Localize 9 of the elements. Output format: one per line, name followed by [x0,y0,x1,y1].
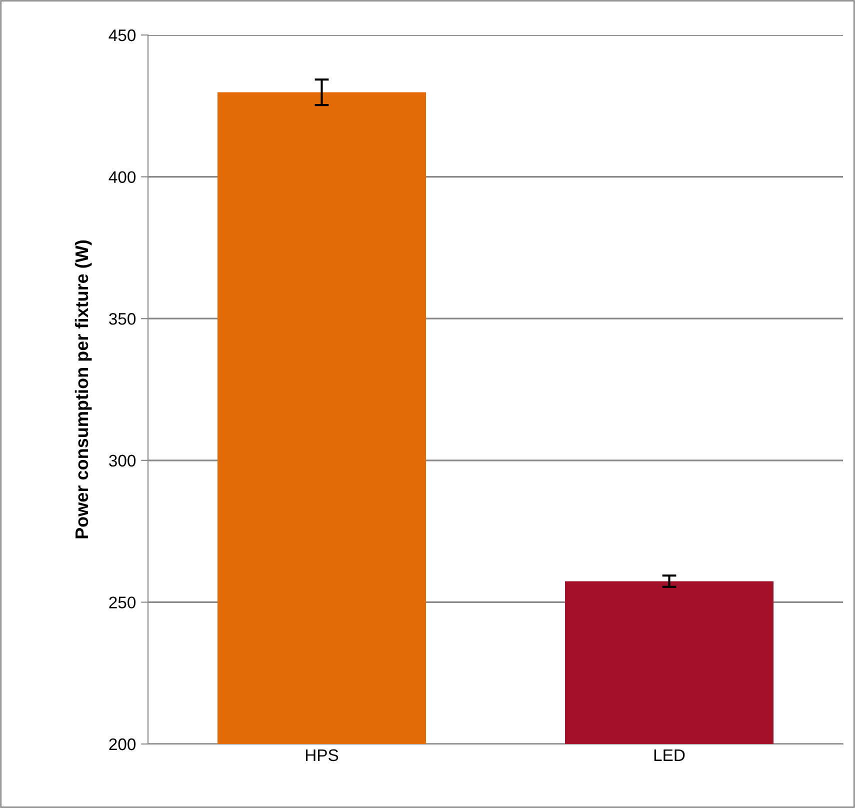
y-tick-label: 350 [109,313,136,325]
y-tick-label: 300 [109,454,136,467]
y-tick-label: 450 [108,29,136,42]
y-axis-title: Power consumption per fixture (W) [74,240,92,538]
x-tick-label: HPS [306,749,338,762]
y-tick-label: 400 [108,171,136,184]
y-tick-label: 200 [109,738,136,750]
y-tick-label: 250 [109,596,136,608]
x-tick-label: LED [654,749,685,761]
